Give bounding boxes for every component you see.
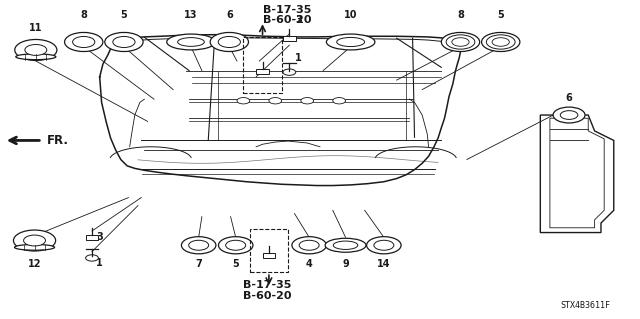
Bar [262,253,275,258]
Text: 4: 4 [306,259,312,269]
Text: 12: 12 [28,259,42,269]
Text: 7: 7 [195,259,202,269]
Ellipse shape [337,37,365,47]
Bar [86,235,99,240]
Text: 8: 8 [457,10,464,20]
Text: B-60-20: B-60-20 [243,291,292,301]
Text: 6: 6 [566,93,572,103]
Circle shape [481,33,520,51]
Ellipse shape [326,34,375,50]
Text: 14: 14 [377,259,390,269]
Text: 9: 9 [342,259,349,269]
Ellipse shape [167,34,215,50]
Circle shape [65,33,103,51]
Text: B-17-35: B-17-35 [262,5,311,15]
Circle shape [181,237,216,254]
Circle shape [72,36,95,48]
Circle shape [189,240,209,250]
Text: 5: 5 [120,10,127,20]
Text: 8: 8 [80,10,87,20]
Bar [283,36,296,41]
Circle shape [237,98,250,104]
Circle shape [24,235,45,246]
Circle shape [299,240,319,250]
Circle shape [218,237,253,254]
Circle shape [15,40,57,60]
Circle shape [486,35,515,49]
Text: 3: 3 [96,232,103,242]
Circle shape [25,45,47,56]
Ellipse shape [178,38,204,46]
Text: 6: 6 [226,10,233,20]
Text: 1: 1 [295,53,301,63]
Bar [256,69,269,74]
Circle shape [210,33,248,51]
Text: 1: 1 [96,258,103,268]
Text: 5: 5 [497,10,504,20]
Text: STX4B3611F: STX4B3611F [561,301,611,310]
Text: FR.: FR. [47,134,69,147]
Text: 10: 10 [344,10,357,20]
Text: B-17-35: B-17-35 [243,280,292,290]
Bar [250,229,288,272]
Circle shape [367,237,401,254]
Circle shape [13,230,56,251]
Ellipse shape [15,244,54,250]
Circle shape [374,240,394,250]
Circle shape [553,107,585,123]
Text: 3: 3 [295,15,301,25]
Circle shape [269,98,282,104]
Bar [243,37,282,93]
Circle shape [301,98,314,104]
Text: 13: 13 [184,10,198,20]
Circle shape [492,38,509,46]
Circle shape [218,36,241,48]
Circle shape [560,111,578,119]
Circle shape [446,35,475,49]
Circle shape [442,33,479,51]
Text: 5: 5 [232,259,239,269]
Text: 11: 11 [29,23,43,33]
Circle shape [333,98,346,104]
Circle shape [113,36,135,48]
Circle shape [226,240,246,250]
Ellipse shape [16,54,56,60]
Circle shape [105,33,143,51]
Text: B-60-20: B-60-20 [262,15,311,25]
Circle shape [283,69,296,75]
Circle shape [452,38,469,46]
Ellipse shape [333,241,358,249]
Circle shape [86,255,99,261]
Circle shape [292,237,326,254]
Ellipse shape [325,238,366,252]
